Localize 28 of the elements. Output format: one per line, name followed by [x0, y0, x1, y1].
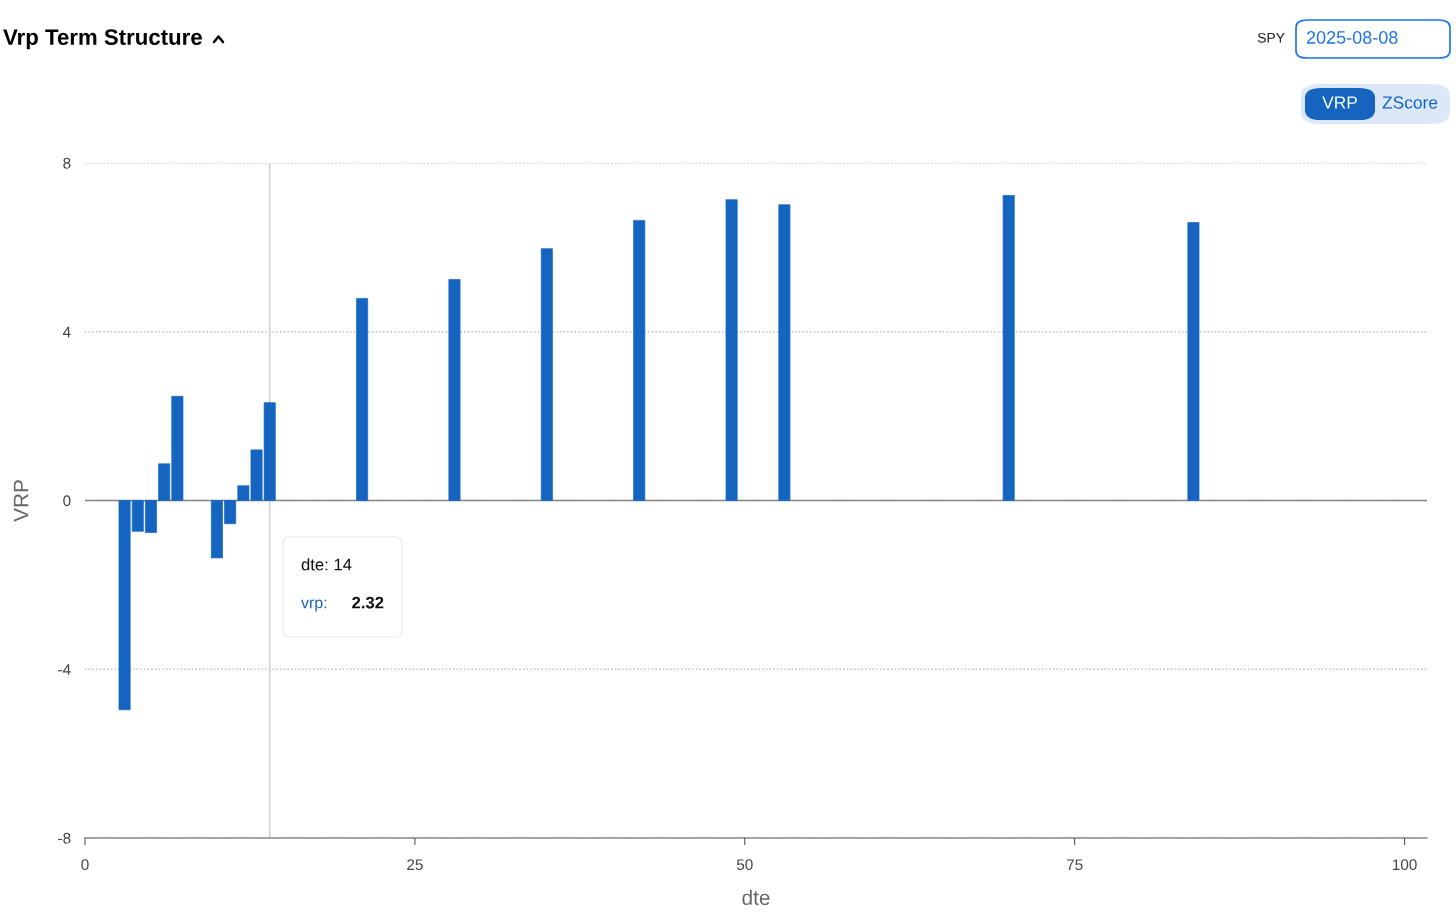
annotation: dte: 14 [301, 558, 352, 571]
x-axis-title: dte [742, 889, 770, 906]
x-tick-label: 0 [81, 859, 89, 871]
annotation: 2.32 [352, 596, 384, 609]
text: 2025-08-08 [1306, 31, 1398, 44]
bar [725, 199, 738, 501]
text: SPY [1257, 32, 1285, 43]
x-tick-label: 75 [1066, 859, 1083, 871]
bar [633, 220, 646, 501]
y-tick-label: 4 [62, 326, 71, 338]
y-tick-label: -4 [58, 664, 71, 675]
x-tick-label: 100 [1392, 859, 1417, 871]
y-tick-label: 0 [63, 495, 71, 507]
bar [778, 204, 791, 501]
bar [356, 298, 369, 501]
y-axis-title: VRP [13, 480, 29, 522]
y-tick-label: 8 [63, 157, 71, 169]
bar [1187, 222, 1200, 501]
bar [1002, 195, 1015, 501]
text: VRP [1322, 96, 1357, 109]
chart-title: Vrp Term Structure [3, 29, 202, 50]
text: ZScore [1382, 96, 1438, 109]
annotation: vrp: [301, 599, 327, 612]
bar [448, 279, 461, 501]
x-tick-label: 25 [407, 859, 423, 871]
bar [540, 248, 553, 501]
y-tick-label: -8 [58, 832, 71, 844]
x-tick-label: 50 [736, 859, 753, 871]
